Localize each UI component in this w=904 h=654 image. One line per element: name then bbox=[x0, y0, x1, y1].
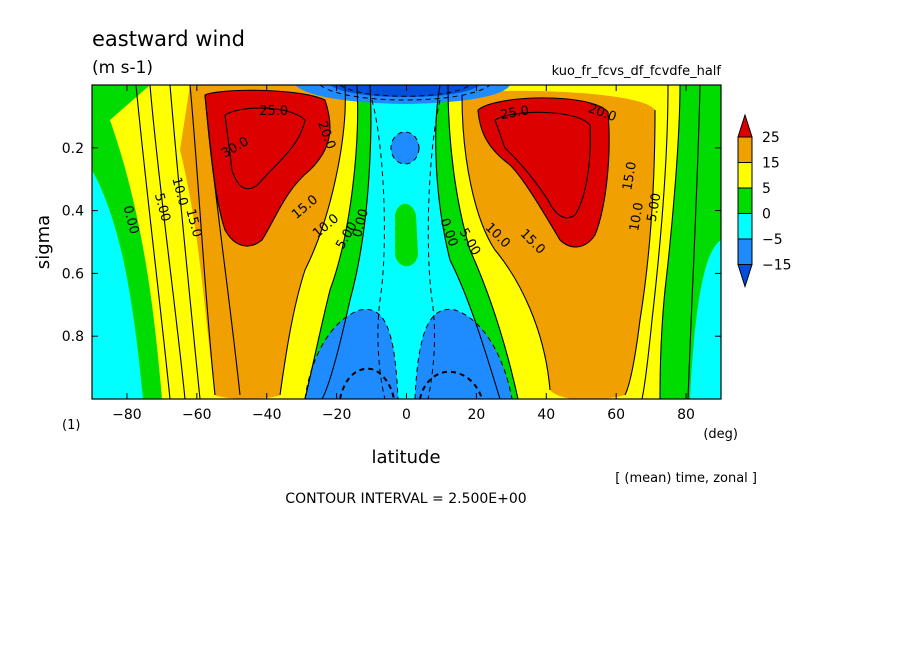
colorbar-label: 5 bbox=[762, 181, 771, 197]
averaging-note: [ (mean) time, zonal ] bbox=[615, 471, 757, 486]
x-axis: −80 −60 −40 −20 0 20 40 60 80 bbox=[112, 85, 695, 423]
contour-label: 15.0 bbox=[182, 207, 204, 239]
x-tick-label: −80 bbox=[112, 407, 142, 423]
contour-label: 10.0 bbox=[168, 176, 190, 208]
y-axis-label: sigma bbox=[33, 215, 54, 269]
x-tick-label: 80 bbox=[677, 407, 695, 423]
colorbar-label: 25 bbox=[762, 130, 780, 146]
y-tick-label: 0.4 bbox=[62, 204, 84, 220]
contour-label: 10.0 bbox=[627, 201, 647, 232]
colorbar-segment bbox=[737, 136, 753, 163]
contour-label: 5.00 bbox=[151, 192, 173, 224]
contour-label: 15.0 bbox=[620, 161, 640, 192]
colorbar-segment bbox=[737, 238, 753, 265]
y-tick-label: 0.2 bbox=[62, 141, 84, 157]
colorbar-label: −5 bbox=[762, 232, 783, 248]
contour-interval-label: CONTOUR INTERVAL = 2.500E+00 bbox=[285, 491, 526, 507]
contour-label: 0.00 bbox=[119, 204, 141, 236]
x-unit-label: (deg) bbox=[703, 427, 738, 442]
contour-label: 0.00 bbox=[350, 207, 372, 239]
y-tick-label: 0.8 bbox=[62, 329, 84, 345]
panel-label: (1) bbox=[62, 418, 80, 433]
colorbar: 25 15 5 0 −5 −15 bbox=[737, 113, 792, 289]
chart-title: eastward wind bbox=[92, 27, 245, 51]
experiment-label: kuo_fr_fcvs_df_fcvdfe_half bbox=[552, 64, 722, 79]
contour-label: 25.0 bbox=[259, 104, 288, 119]
colorbar-segment bbox=[737, 162, 753, 189]
negative-contours bbox=[304, 85, 513, 399]
colorbar-bottom-arrow bbox=[737, 264, 753, 289]
x-tick-label: 60 bbox=[607, 407, 625, 423]
colorbar-label: −15 bbox=[762, 258, 792, 274]
colorbar-top-arrow bbox=[737, 113, 753, 138]
north-jet-fills bbox=[435, 85, 721, 399]
colorbar-segment bbox=[737, 213, 753, 240]
x-tick-label: 40 bbox=[537, 407, 555, 423]
x-tick-label: 0 bbox=[402, 407, 411, 423]
x-axis-label: latitude bbox=[371, 447, 440, 468]
y-axis: 0.2 0.4 0.6 0.8 bbox=[62, 141, 721, 345]
x-tick-label: −60 bbox=[182, 407, 212, 423]
contour-lines bbox=[135, 85, 701, 399]
colorbar-segment bbox=[737, 187, 753, 214]
colorbar-label: 15 bbox=[762, 156, 780, 172]
contour-label: 25.0 bbox=[499, 103, 530, 123]
units-label: (m s-1) bbox=[92, 58, 153, 78]
x-tick-label: 20 bbox=[467, 407, 485, 423]
x-tick-label: −20 bbox=[322, 407, 352, 423]
x-tick-label: −40 bbox=[252, 407, 282, 423]
contour-label: 5.00 bbox=[645, 192, 665, 223]
colorbar-label: 0 bbox=[762, 207, 771, 223]
y-tick-label: 0.6 bbox=[62, 266, 84, 282]
